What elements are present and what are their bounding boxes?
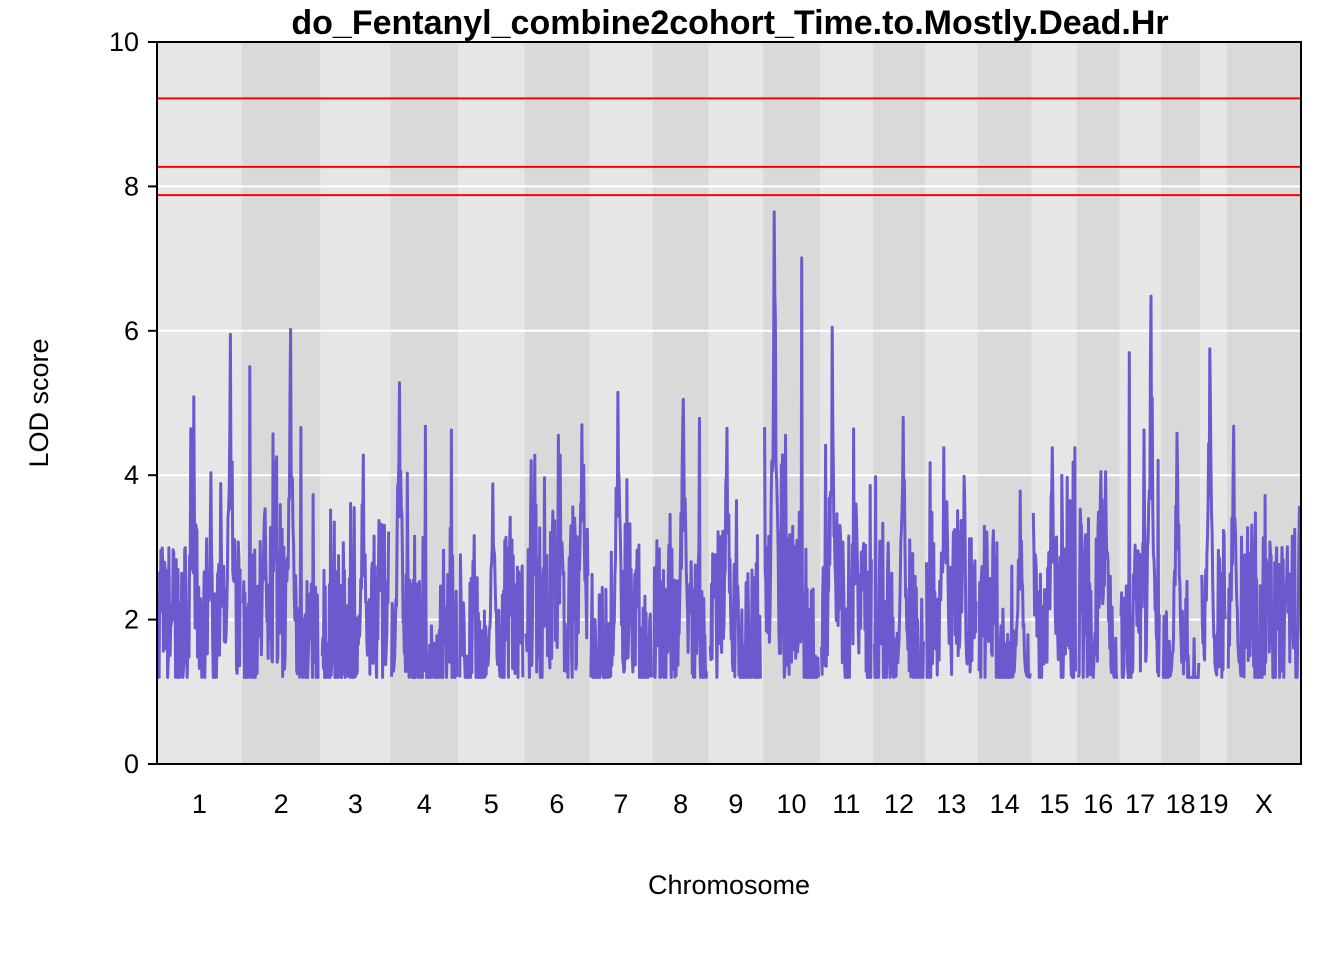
x-tick-label: 7 [613, 789, 628, 819]
y-tick-label: 4 [124, 460, 139, 490]
lod-line-chr-4 [390, 381, 459, 679]
y-tick-label: 8 [124, 171, 139, 201]
x-tick-label: 6 [549, 789, 564, 819]
x-tick-label: 19 [1198, 789, 1228, 819]
lod-series [157, 210, 1301, 679]
y-axis-label: LOD score [24, 338, 54, 467]
y-tick-label: 6 [124, 316, 139, 346]
lod-line-chr-19 [1200, 347, 1227, 679]
lod-line-chr-8 [652, 397, 709, 679]
x-tick-label: 5 [484, 789, 499, 819]
lod-line-chr-15 [1031, 446, 1077, 679]
y-tick-label: 10 [109, 27, 139, 57]
x-tick-label: 10 [776, 789, 806, 819]
x-tick-label: 13 [936, 789, 966, 819]
y-axis-ticks: 0 2 4 6 8 10 [109, 27, 157, 779]
lod-line-chr-5 [458, 482, 525, 679]
x-tick-label: 16 [1083, 789, 1113, 819]
x-tick-label: X [1255, 789, 1273, 819]
chromosome-band-6 [524, 42, 590, 764]
threshold-lines [157, 97, 1301, 197]
chart-title: do_Fentanyl_combine2cohort_Time.to.Mostl… [291, 4, 1168, 42]
lod-line-chr-3 [320, 453, 391, 679]
lod-line-chr-1 [157, 332, 242, 679]
lod-line-chr-14 [977, 489, 1032, 679]
lod-line-chr-12 [872, 415, 925, 679]
x-tick-label: 9 [728, 789, 743, 819]
x-tick-label: 18 [1165, 789, 1195, 819]
y-tick-label: 0 [124, 749, 139, 779]
lod-line-chr-X [1226, 424, 1301, 679]
x-tick-label: 4 [417, 789, 432, 819]
lod-line-chr-10 [763, 210, 820, 679]
x-tick-label: 11 [832, 789, 860, 819]
lod-line-chr-18 [1161, 431, 1201, 679]
y-tick-label: 2 [124, 605, 139, 635]
x-axis-label: Chromosome [648, 870, 810, 900]
x-tick-label: 3 [348, 789, 363, 819]
x-tick-label: 12 [884, 789, 914, 819]
x-tick-label: 17 [1125, 789, 1155, 819]
x-tick-label: 14 [990, 789, 1020, 819]
x-tick-label: 15 [1039, 789, 1069, 819]
lod-line-chr-11 [820, 325, 873, 679]
lod-line-chr-6 [524, 423, 590, 679]
lod-line-chr-9 [708, 426, 763, 679]
lod-line-chr-13 [925, 446, 978, 679]
lod-line-chr-7 [589, 390, 653, 679]
x-tick-label: 2 [274, 789, 289, 819]
lod-line-chr-17 [1119, 294, 1161, 679]
lod-line-chr-2 [241, 327, 321, 679]
x-tick-label: 8 [673, 789, 688, 819]
x-tick-label: 1 [192, 789, 207, 819]
x-axis-ticks: 1 2 3 4 5 6 7 8 9 10 11 12 13 14 15 16 17 18 19 X [192, 789, 1273, 819]
plot-frame [156, 41, 1302, 765]
lod-line-chr-16 [1077, 470, 1119, 679]
